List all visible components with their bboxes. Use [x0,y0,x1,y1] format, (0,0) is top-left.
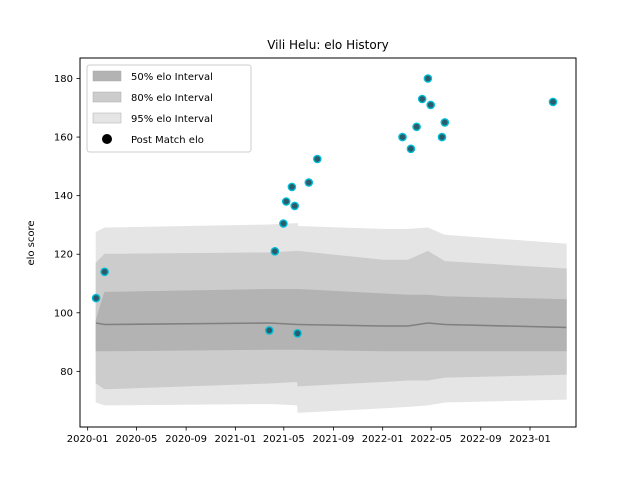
legend-marker [102,134,112,144]
post-match-point [412,122,421,132]
post-match-point [426,100,436,110]
post-match-point [270,246,280,256]
post-match-point [293,328,302,338]
x-tick-label: 2020-05 [116,434,158,445]
legend: 50% elo Interval 80% elo Interval 95% elo … [86,64,252,153]
legend-label: 50% elo Interval [131,72,213,83]
post-match-point [287,182,297,192]
chart-title: Vili Helu: elo History [267,38,389,52]
x-tick-label: 2022-09 [460,434,502,445]
legend-swatch [92,91,122,103]
post-match-point [91,293,101,303]
x-tick-label: 2020-09 [165,434,207,445]
legend-swatch [92,70,122,82]
y-tick-label: 80 [60,367,73,378]
x-tick-label: 2022-05 [410,434,452,445]
plot-frame [79,57,577,428]
post-match-point [290,201,300,211]
x-tick-label: 2021-01 [214,434,256,445]
y-axis-title: elo score [26,220,37,265]
x-tick-label: 2022-01 [362,434,404,445]
legend-box [86,64,252,153]
legend-swatch [92,112,122,124]
legend-label: 80% elo Interval [131,93,213,104]
band-50 [95,289,567,352]
x-axis: 2020-01 2020-05 2020-09 2021-01 2021-05 2021-… [67,427,551,445]
y-tick-label: 100 [54,308,73,319]
post-match-point [100,267,109,277]
post-match-point [281,197,291,206]
post-match-point [304,178,314,187]
y-axis: 80 100 120 140 160 180 [54,74,80,378]
post-match-point [440,118,450,127]
post-match-point [406,144,416,154]
post-match-point [312,154,322,164]
interval-bands [95,223,567,413]
x-tick-label: 2023-01 [509,434,551,445]
post-match-point [548,97,558,107]
y-tick-label: 180 [54,74,73,85]
y-tick-label: 120 [54,250,73,261]
post-match-point [417,94,427,104]
post-match-point [423,74,433,83]
mean-elo-line [95,322,567,329]
post-match-point [437,132,447,142]
post-match-points [91,74,558,338]
post-match-point [398,132,407,142]
post-match-point [264,326,274,335]
y-tick-label: 140 [54,191,73,202]
x-tick-label: 2021-09 [313,434,355,445]
x-tick-label: 2020-01 [67,434,109,445]
x-tick-label: 2021-05 [263,434,305,445]
post-match-point [279,219,288,228]
y-tick-label: 160 [54,133,73,144]
legend-label: 95% elo Interval [131,114,213,125]
legend-label: Post Match elo [131,135,204,146]
